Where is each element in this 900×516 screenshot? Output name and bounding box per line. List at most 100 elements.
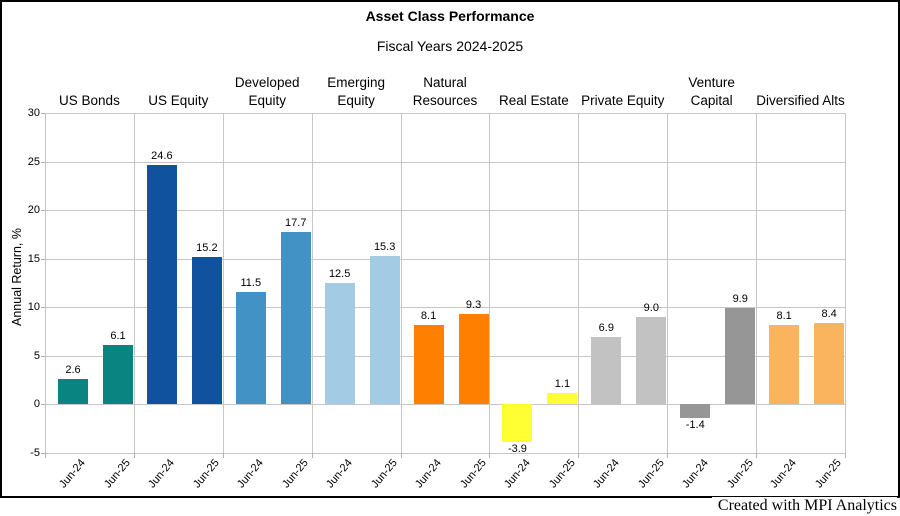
panel-separator — [312, 113, 313, 453]
bar-developed-equity-jun-25 — [280, 232, 311, 404]
chart-title: Asset Class Performance — [365, 8, 535, 24]
panel-separator — [489, 113, 490, 453]
y-tick-mark — [41, 113, 45, 114]
x-tick-mark — [45, 453, 46, 458]
bar-value-label: 8.1 — [420, 310, 437, 323]
bar-private-equity-jun-24 — [591, 337, 622, 404]
x-tick-mark — [489, 453, 490, 458]
panel-header-label: US Equity — [148, 93, 209, 108]
chart-subtitle: Fiscal Years 2024-2025 — [376, 38, 524, 54]
bar-us-equity-jun-24 — [146, 165, 177, 404]
bar-value-label: -1.4 — [685, 418, 705, 431]
gridline — [45, 452, 845, 454]
panel-header-7: Venture Capital — [667, 72, 756, 110]
panel-separator — [223, 113, 224, 453]
x-tick-mark — [578, 453, 579, 458]
y-tick-mark — [41, 307, 45, 308]
panel-header-2: Developed Equity — [223, 72, 312, 110]
y-tick-mark — [41, 452, 45, 454]
plot-area: 2.6 Jun-24 6.1 Jun-25 24.6 Jun-24 15.2 Jun-25 11… — [45, 113, 846, 490]
bar-us-equity-jun-25 — [191, 256, 222, 404]
panel-header-0: US Bonds — [45, 72, 134, 110]
gridline — [45, 355, 845, 357]
panel-separator — [756, 113, 757, 453]
y-tick-label: -5 — [30, 446, 40, 459]
bar-value-label: 11.5 — [240, 277, 262, 290]
bar-value-label: 2.6 — [65, 363, 81, 376]
x-tick-mark — [756, 453, 757, 458]
bar-value-label: 1.1 — [554, 378, 571, 391]
bar-us-bonds-jun-24 — [58, 378, 88, 404]
bar-value-label: 12.5 — [328, 267, 351, 280]
bar-value-label: 8.1 — [776, 310, 792, 323]
bar-value-label: 9.9 — [732, 292, 748, 305]
gridline — [45, 210, 845, 211]
bar-diversified-alts-jun-25 — [814, 322, 845, 404]
bar-private-equity-jun-25 — [636, 316, 667, 404]
y-tick-label: 15 — [27, 252, 40, 265]
panel-header-label: Developed Equity — [234, 75, 300, 108]
y-tick-label: 0 — [33, 398, 40, 410]
y-tick-mark — [41, 404, 45, 405]
panel-header-3: Emerging Equity — [312, 72, 401, 110]
x-tick-mark — [312, 453, 313, 458]
bar-value-label: 9.3 — [465, 298, 482, 311]
bar-value-label: 15.3 — [373, 240, 396, 253]
panel-header-label: Emerging Equity — [327, 75, 385, 108]
bar-value-label: 6.1 — [110, 329, 126, 342]
bar-us-bonds-jun-25 — [103, 344, 133, 404]
gridline — [45, 161, 845, 163]
panel-separator — [578, 113, 579, 453]
bar-value-label: 15.2 — [196, 241, 218, 254]
x-tick-mark — [401, 453, 402, 458]
bar-emerging-equity-jun-25 — [369, 255, 400, 404]
panel-header-label: Venture Capital — [688, 75, 735, 108]
bar-developed-equity-jun-24 — [235, 292, 266, 404]
x-tick-mark — [223, 453, 224, 458]
bar-value-label: 17.7 — [285, 217, 307, 230]
panel-separator — [667, 113, 668, 453]
panel-header-5: Real Estate — [489, 72, 578, 110]
bar-value-label: 6.9 — [598, 322, 614, 335]
bar-natural-resources-jun-24 — [413, 325, 444, 404]
y-tick-label: 5 — [33, 349, 40, 362]
gridline — [45, 258, 845, 260]
y-tick-mark — [41, 210, 45, 211]
panel-header-label: Natural Resources — [412, 75, 478, 108]
panel-header-4: Natural Resources — [401, 72, 490, 110]
gridline — [45, 307, 845, 308]
bar-emerging-equity-jun-24 — [324, 282, 355, 404]
y-tick-label: 10 — [27, 301, 40, 313]
panel-header-label: Private Equity — [581, 93, 665, 108]
bar-value-label: 24.6 — [151, 150, 173, 163]
y-tick-mark — [41, 258, 45, 260]
bar-real-estate-jun-24 — [502, 404, 533, 442]
credit-text: Created with MPI Analytics — [711, 497, 897, 515]
bar-venture-capital-jun-25 — [725, 307, 756, 404]
panel-header-6: Private Equity — [578, 72, 667, 110]
bar-value-label: -3.9 — [507, 442, 527, 455]
y-axis-label: Annual Return, % — [10, 228, 24, 326]
bar-real-estate-jun-25 — [547, 393, 578, 404]
bar-venture-capital-jun-24 — [680, 404, 711, 418]
panel-header-label: Diversified Alts — [756, 93, 845, 108]
panel-header-label: Real Estate — [498, 93, 569, 108]
bar-diversified-alts-jun-24 — [769, 325, 800, 404]
panel-separator — [845, 113, 846, 453]
panel-separator — [401, 113, 402, 453]
bar-value-label: 8.4 — [821, 307, 837, 320]
panel-header-8: Diversified Alts — [756, 72, 845, 110]
gridline — [45, 113, 845, 114]
panel-header-1: US Equity — [134, 72, 223, 110]
bar-value-label: 9.0 — [643, 301, 659, 314]
panel-header-label: US Bonds — [59, 93, 120, 108]
bar-natural-resources-jun-25 — [458, 313, 489, 404]
gridline — [45, 404, 845, 405]
y-tick-mark — [41, 355, 45, 357]
y-tick-label: 30 — [27, 107, 40, 119]
panel-separator — [45, 113, 46, 453]
x-tick-mark — [134, 453, 135, 458]
panel-separator — [134, 113, 135, 453]
y-tick-label: 20 — [27, 204, 40, 216]
x-tick-mark — [845, 453, 846, 458]
